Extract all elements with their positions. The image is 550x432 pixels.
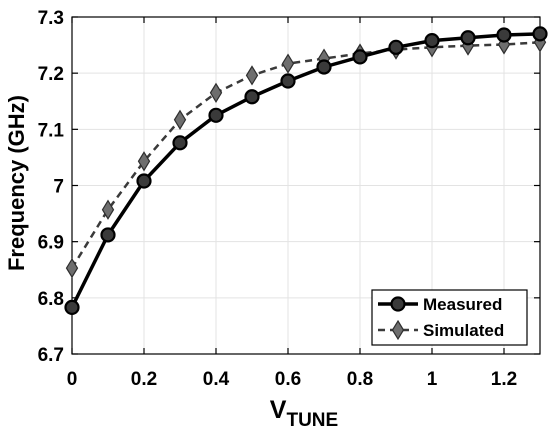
legend-label-simulated: Simulated [423,321,504,340]
y-axis-label: Frequency (GHz) [4,95,29,271]
data-point-measured [496,27,512,43]
data-point-measured [208,107,224,123]
data-point-measured [424,32,440,49]
data-point-measured [316,59,332,75]
legend-marker-measured [390,296,406,312]
data-point-measured [100,227,116,243]
data-point-simulated [245,65,259,86]
y-tick-label: 6.8 [38,289,64,310]
data-point-measured [136,173,152,189]
y-tick-label: 6.7 [38,345,64,366]
x-axis-label-subscript: TUNE [286,410,338,431]
legend: Measured Simulated [371,289,528,346]
y-tick-label: 7.3 [38,8,64,29]
y-tick-label: 7 [53,177,64,198]
x-tick-label: 0.4 [203,369,230,390]
series-measured [64,26,548,315]
data-point-measured [388,39,404,55]
legend-marker-simulated [391,319,405,341]
data-point-measured [172,135,188,151]
data-point-simulated [101,199,115,220]
y-tick-label: 7.2 [38,64,64,85]
data-point-simulated [65,257,79,279]
x-tick-label: 1.2 [491,369,517,390]
y-tick-label: 6.9 [38,233,64,254]
data-point-measured [244,89,260,105]
series [64,26,548,315]
data-point-simulated [281,53,295,74]
legend-label-measured: Measured [423,295,502,314]
data-point-measured [64,299,80,315]
data-point-measured [280,73,296,89]
x-axis-label-main: V [270,396,287,424]
x-tick-label: 0 [67,369,78,390]
data-point-measured [532,26,548,42]
x-tick-label: 0.6 [275,369,301,390]
axis-ticks: 0 0.2 0.4 0.6 0.8 1 1.2 6.7 6.8 6.9 7 7.1 7.2 7.3 [38,8,540,390]
x-tick-label: 1 [427,369,438,390]
x-tick-label: 0.8 [347,369,373,390]
data-point-simulated [173,109,187,130]
x-tick-label: 0.2 [131,369,157,390]
x-axis-label: VTUNE [270,396,338,431]
data-point-simulated [209,82,223,103]
data-point-simulated [137,151,151,172]
y-tick-label: 7.1 [38,120,65,141]
data-point-measured [352,49,368,65]
data-point-measured [460,30,476,46]
